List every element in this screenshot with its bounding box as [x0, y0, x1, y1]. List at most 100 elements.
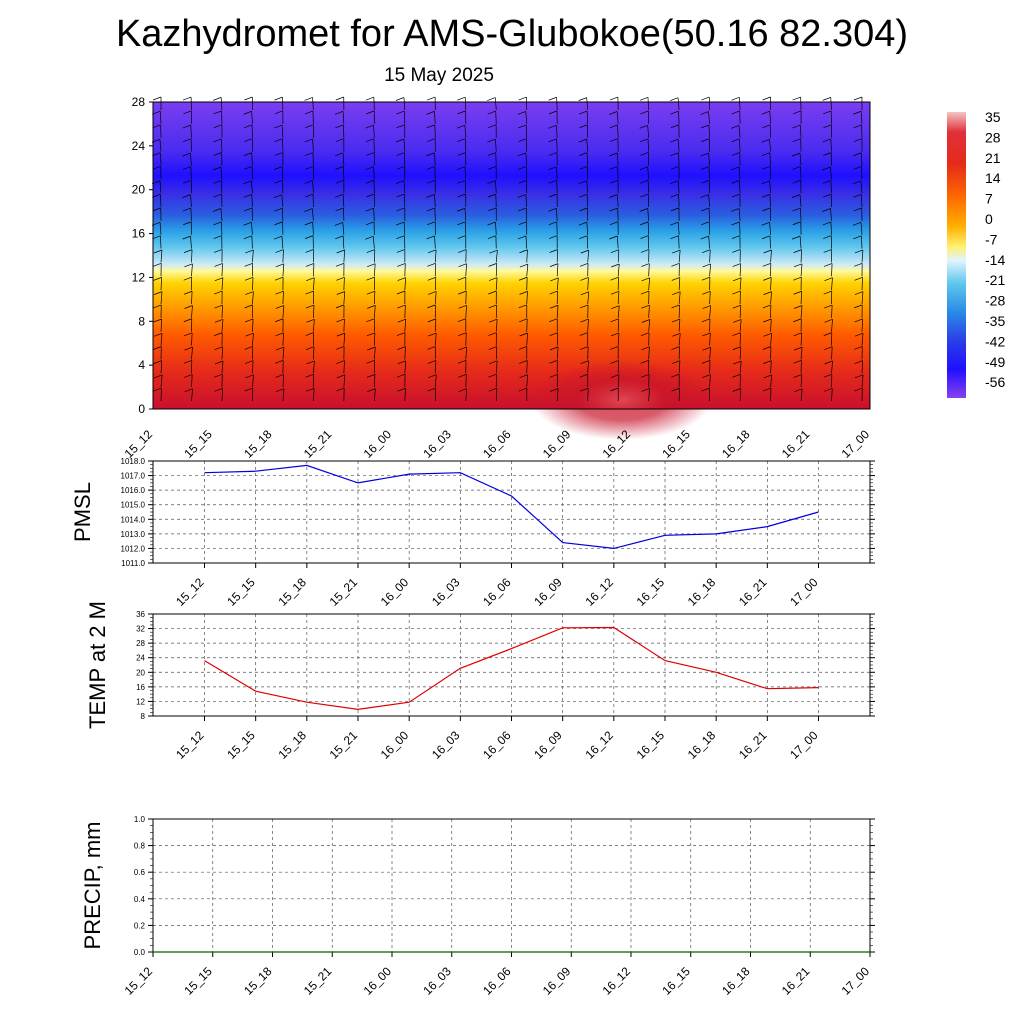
wind-barb — [465, 388, 468, 402]
wind-barb — [831, 388, 833, 402]
wind-barb — [678, 235, 680, 249]
wind-barb — [526, 332, 528, 346]
wind-barb-flag — [275, 346, 285, 351]
warm-core — [532, 360, 712, 440]
wind-barb-flag — [365, 124, 374, 129]
wind-barb-flag — [274, 207, 283, 212]
wind-barb-flag — [366, 374, 376, 378]
wind-barb-flag — [824, 388, 833, 392]
wind-barb-flag — [609, 179, 619, 184]
wind-barb — [251, 235, 253, 249]
y-tick-label: 28 — [136, 639, 145, 648]
wind-barb-flag — [213, 235, 222, 239]
x-tick-label: 16_21 — [736, 575, 770, 609]
wind-barb — [708, 124, 710, 138]
wind-barb-flag — [426, 111, 435, 115]
wind-barb — [220, 166, 223, 180]
wind-barb — [373, 125, 375, 138]
wind-barb-flag — [700, 166, 710, 170]
wind-barb — [404, 277, 407, 291]
wind-barb-flag — [822, 180, 831, 184]
wind-barb — [556, 180, 558, 194]
colorbar-label: -21 — [985, 272, 1005, 288]
wind-barb — [190, 125, 192, 138]
wind-barb-flag — [549, 249, 558, 253]
wind-barb-flag — [305, 165, 314, 170]
wind-barb-flag — [426, 235, 435, 240]
wind-barb — [434, 249, 437, 263]
wind-barb-flag — [153, 346, 162, 350]
wind-barb-flag — [793, 346, 803, 351]
wind-barb-flag — [702, 263, 711, 268]
wind-barb — [739, 138, 741, 152]
wind-barb — [313, 360, 315, 374]
y-tick-label: 1014.0 — [121, 515, 146, 524]
wind-barb-flag — [213, 124, 223, 129]
wind-barb-flag — [427, 262, 436, 267]
wind-barb — [738, 125, 741, 138]
wind-barb — [159, 139, 162, 152]
wind-barb — [587, 388, 589, 402]
wind-barb — [252, 249, 254, 263]
wind-barb-flag — [153, 304, 162, 309]
wind-barb-flag — [549, 359, 558, 364]
wind-barb — [648, 305, 650, 318]
wind-barb — [647, 138, 650, 152]
wind-barb-flag — [427, 318, 436, 323]
wind-barb — [434, 318, 437, 332]
wind-barb-flag — [640, 152, 649, 156]
wind-barb-flag — [306, 277, 315, 281]
wind-barb-flag — [639, 180, 649, 184]
wind-barb-flag — [183, 179, 192, 184]
wind-barb — [282, 305, 285, 318]
wind-barb — [617, 208, 619, 221]
y-tick-label: 24 — [136, 654, 145, 663]
wind-barb — [830, 138, 832, 152]
wind-barb-flag — [579, 124, 588, 129]
colorbar-label: -56 — [985, 374, 1005, 390]
wind-barb-flag — [549, 235, 558, 239]
wind-barb-flag — [730, 166, 740, 171]
wind-barb-flag — [579, 304, 589, 309]
wind-barb-flag — [427, 304, 436, 309]
y-tick-label: 1013.0 — [121, 530, 146, 539]
wind-barb-flag — [763, 374, 772, 379]
wind-barb-flag — [366, 152, 375, 156]
wind-barb-flag — [519, 249, 528, 254]
wind-barb-flag — [427, 96, 436, 101]
wind-barb — [770, 249, 772, 263]
wind-barb-flag — [731, 97, 740, 101]
wind-barb-flag — [822, 208, 831, 212]
wind-barb — [799, 194, 802, 208]
wind-barb-flag — [579, 263, 589, 267]
wind-barb-flag — [244, 138, 253, 142]
wind-barb — [739, 221, 741, 235]
wind-barb-flag — [365, 207, 374, 212]
wind-barb — [191, 249, 193, 263]
wind-barb-flag — [610, 276, 619, 281]
wind-barb-flag — [456, 124, 466, 129]
wind-barb-flag — [702, 346, 711, 351]
wind-barb-flag — [732, 290, 741, 295]
wind-barb-flag — [609, 194, 618, 198]
wind-barb — [434, 360, 437, 374]
wind-barb-flag — [214, 332, 223, 336]
wind-barb-flag — [610, 291, 620, 295]
x-tick-label: 15_15 — [224, 728, 258, 762]
wind-barb — [708, 166, 710, 180]
y-tick-label: 20 — [136, 668, 145, 677]
wind-barb-flag — [488, 165, 497, 170]
x-tick-label: 15_15 — [224, 575, 258, 609]
wind-barb — [495, 250, 498, 263]
wind-barb — [648, 346, 650, 360]
wind-barb — [372, 236, 375, 249]
wind-barb — [556, 263, 559, 277]
wind-barb — [313, 305, 315, 318]
x-tick-label: 16_18 — [685, 575, 719, 609]
y-tick-label: 1.0 — [134, 815, 146, 824]
wind-barb-flag — [184, 332, 193, 337]
wind-barb-flag — [640, 373, 650, 378]
wind-barb — [403, 222, 406, 235]
wind-barb-flag — [275, 249, 284, 253]
wind-barb-flag — [641, 319, 650, 323]
